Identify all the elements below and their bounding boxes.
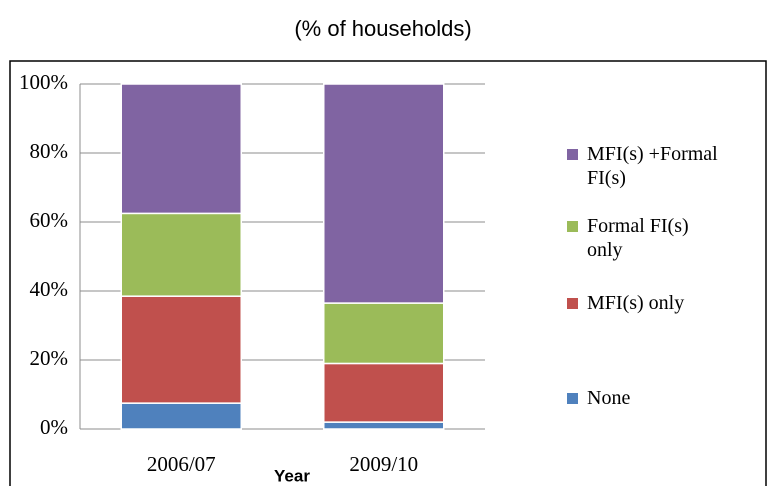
legend-label: MFI(s) +Formal FI(s) [587,143,718,189]
x-tick-label: 2009/10 [349,452,418,476]
legend-swatch [567,149,578,160]
y-tick-label: 80% [30,139,69,163]
bar-segment [323,362,445,423]
legend-label: MFI(s) only [587,292,685,314]
y-tick-label: 100% [19,70,68,94]
legend-item: Formal FI(s) only [567,214,727,262]
bar-segment [120,402,242,430]
y-tick-label: 40% [30,277,69,301]
legend-swatch [567,393,578,404]
legend-item: None [567,386,727,410]
y-tick-label: 60% [30,208,69,232]
bar-segment [323,421,445,430]
x-tick-label: 2006/07 [147,452,216,476]
x-axis-label: Year [274,466,310,485]
legend-item: MFI(s) only [567,291,727,315]
y-tick-label: 20% [30,346,69,370]
legend-swatch [567,298,578,309]
legend-label: None [587,387,631,409]
bar-segment [120,83,242,215]
bar-segment [120,212,242,297]
bar-segment [120,295,242,404]
legend-swatch [567,221,578,232]
bar-segment [323,83,445,304]
legend-label: Formal FI(s) only [587,215,689,261]
legend-item: MFI(s) +Formal FI(s) [567,142,727,190]
frame [9,60,767,486]
y-tick-label: 0% [40,415,68,439]
bar-segment [323,302,445,365]
chart-title: (% of households) [294,16,471,41]
